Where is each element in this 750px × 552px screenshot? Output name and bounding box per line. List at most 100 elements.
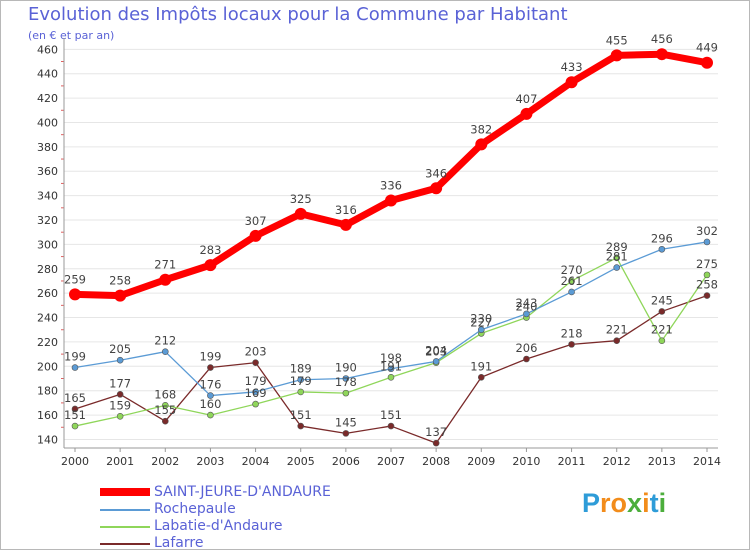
- data-point: [387, 373, 395, 381]
- data-point: [342, 375, 350, 382]
- y-tick-label: 160: [37, 409, 58, 422]
- y-tick-label: 440: [37, 68, 58, 81]
- data-point: [207, 364, 214, 371]
- y-tick-label: 460: [37, 43, 58, 56]
- data-point: [655, 48, 668, 61]
- data-label: 407: [515, 92, 537, 106]
- x-tick-label: 2002: [151, 455, 179, 468]
- data-point: [116, 356, 124, 364]
- data-label: 316: [335, 203, 357, 217]
- data-point: [568, 277, 575, 285]
- data-label: 145: [335, 415, 357, 429]
- data-point: [252, 400, 259, 408]
- data-label: 449: [696, 41, 718, 55]
- data-label: 289: [606, 240, 628, 254]
- legend-swatch: [100, 526, 150, 528]
- legend-label: Lafarre: [154, 535, 204, 551]
- proxiti-logo: Proxiti: [582, 488, 666, 519]
- data-label: 204: [425, 343, 447, 357]
- data-label: 336: [380, 178, 402, 192]
- y-tick-label: 140: [37, 433, 58, 446]
- data-label: 455: [606, 33, 628, 47]
- logo-letter: i: [642, 488, 650, 518]
- x-tick-label: 2013: [648, 455, 676, 468]
- logo-letter: P: [582, 488, 601, 518]
- data-label: 212: [154, 334, 176, 348]
- data-label: 203: [245, 345, 267, 359]
- data-point: [568, 288, 575, 296]
- data-label: 189: [290, 362, 312, 376]
- data-label: 240: [515, 300, 537, 314]
- data-point: [69, 288, 81, 301]
- data-point: [703, 271, 711, 279]
- data-label: 155: [154, 403, 176, 417]
- data-point: [703, 238, 711, 246]
- data-point: [342, 430, 350, 437]
- data-label: 218: [561, 326, 583, 340]
- data-point: [432, 439, 440, 447]
- x-tick-label: 2003: [196, 455, 224, 468]
- logo-letter: x: [627, 488, 643, 518]
- x-tick-label: 2005: [287, 455, 315, 468]
- legend-swatch: [100, 509, 150, 511]
- data-point: [114, 289, 127, 302]
- data-label: 159: [109, 398, 131, 412]
- data-point: [387, 422, 395, 430]
- legend-label: Labatie-d'Andaure: [154, 518, 283, 534]
- data-label: 151: [380, 408, 402, 422]
- data-label: 261: [561, 274, 583, 288]
- data-label: 275: [696, 257, 718, 271]
- x-tick-label: 2012: [603, 455, 631, 468]
- data-point: [613, 337, 621, 345]
- data-label: 199: [64, 350, 86, 364]
- data-label: 137: [425, 425, 447, 439]
- data-label: 325: [290, 192, 312, 206]
- data-label: 230: [470, 312, 492, 326]
- data-point: [297, 388, 305, 396]
- data-label: 168: [154, 387, 176, 401]
- data-point: [658, 308, 666, 315]
- y-tick-label: 360: [37, 165, 58, 178]
- x-tick-label: 2009: [467, 455, 495, 468]
- data-label: 270: [561, 263, 583, 277]
- data-point: [430, 182, 443, 195]
- data-point: [249, 229, 262, 242]
- x-tick-label: 2011: [558, 455, 586, 468]
- data-point: [252, 388, 259, 396]
- data-point: [297, 422, 305, 430]
- data-label: 433: [561, 60, 583, 74]
- x-tick-label: 2010: [512, 455, 540, 468]
- data-label: 258: [696, 278, 718, 292]
- data-point: [207, 392, 214, 399]
- x-tick-label: 2001: [106, 455, 134, 468]
- data-point: [159, 273, 172, 286]
- data-label: 271: [154, 258, 176, 272]
- x-tick-label: 2008: [422, 455, 450, 468]
- data-point: [71, 364, 79, 371]
- data-point: [204, 259, 217, 272]
- data-point: [658, 245, 666, 253]
- data-label: 203: [425, 345, 447, 359]
- data-label: 179: [290, 374, 312, 388]
- data-point: [297, 376, 305, 384]
- x-tick-label: 2004: [242, 455, 270, 468]
- x-tick-label: 2000: [61, 455, 89, 468]
- data-point: [252, 359, 259, 366]
- y-tick-label: 420: [37, 92, 58, 105]
- data-point: [116, 413, 124, 420]
- legend-swatch: [100, 543, 150, 545]
- data-point: [116, 391, 124, 398]
- data-label: 191: [380, 359, 402, 373]
- data-label: 307: [245, 214, 267, 228]
- data-point: [339, 218, 352, 231]
- data-label: 206: [515, 341, 537, 355]
- data-point: [161, 348, 169, 355]
- data-point: [475, 138, 488, 151]
- legend-label: SAINT-JEURE-D'ANDAURE: [154, 484, 331, 500]
- data-label: 160: [199, 397, 221, 411]
- data-label: 169: [245, 386, 267, 400]
- data-label: 178: [335, 375, 357, 389]
- data-point: [568, 341, 575, 348]
- data-point: [161, 402, 169, 409]
